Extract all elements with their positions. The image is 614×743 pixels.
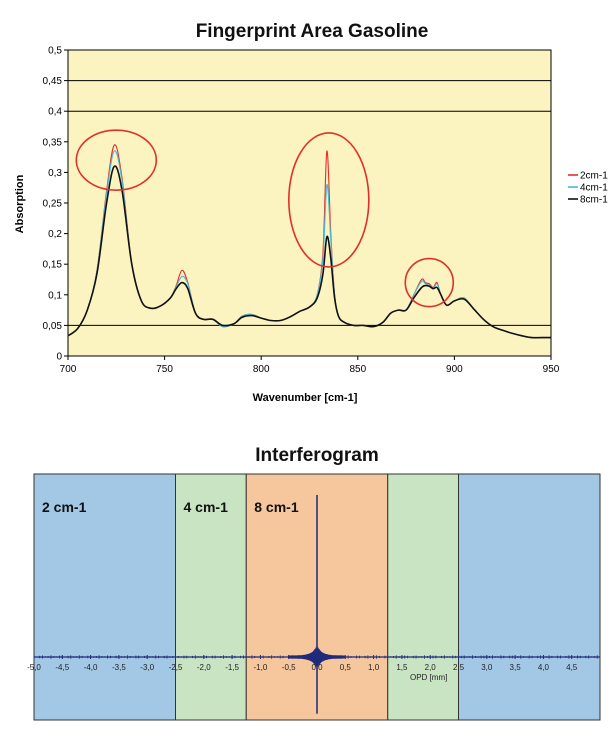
interferogram-x-tick-label: -0,5	[282, 663, 296, 672]
interferogram-x-tick-label: -1,5	[225, 663, 239, 672]
spectrum-y-tick-label: 0,35	[43, 137, 63, 148]
interferogram-x-tick-label: -3,0	[140, 663, 154, 672]
interferogram-x-tick-label: -3,5	[112, 663, 126, 672]
interferogram-x-tick-label: 3,5	[510, 663, 522, 672]
interferogram-band-label: 8 cm-1	[254, 499, 299, 515]
spectrum-y-tick-label: 0,3	[48, 168, 62, 179]
interferogram-x-tick-label: 2,0	[425, 663, 437, 672]
spectrum-y-tick-label: 0,4	[48, 107, 62, 118]
spectrum-y-ticks: 0 0,05 0,1 0,15 0,2 0,25 0,3 0,35 0,4 0,45 0,5	[43, 46, 68, 363]
interferogram-x-tick-label: -4,5	[55, 663, 69, 672]
spectrum-x-tick-label: 850	[349, 364, 366, 375]
spectrum-x-tick-label: 800	[253, 364, 270, 375]
spectrum-highlight-circle	[288, 132, 370, 268]
spectrum-x-tick-label: 750	[156, 364, 173, 375]
interferogram-x-tick-label: -5,0	[27, 663, 41, 672]
spectrum-series	[67, 144, 551, 339]
interferogram-x-tick-label: 1,0	[368, 663, 380, 672]
spectrum-x-tick-label: 700	[60, 364, 77, 375]
interferogram-noise	[36, 655, 598, 659]
interferogram-x-tick-label: -4,0	[84, 663, 98, 672]
spectrum-x-tick-label: 900	[446, 364, 463, 375]
spectrum-y-tick-label: 0	[56, 352, 62, 363]
interferogram-x-tick-label: 2,5	[453, 663, 465, 672]
interferogram-band	[33, 473, 176, 721]
interferogram-band-label: 4 cm-1	[184, 499, 229, 515]
interferogram-x-tick-label: 0,5	[340, 663, 352, 672]
interferogram-bands: 2 cm-1 4 cm-1 8 cm-1	[33, 473, 601, 721]
interferogram-band-label: 2 cm-1	[42, 499, 87, 515]
spectrum-highlight-circle	[75, 129, 158, 191]
interferogram-chart: Interferogram 2 cm-1 4 cm-1 8 cm-1 -5,0 -4,…	[27, 445, 601, 721]
spectrum-y-tick-label: 0,1	[48, 290, 62, 301]
interferogram-title: Interferogram	[255, 445, 379, 466]
interferogram-x-tick-label: 1,5	[396, 663, 408, 672]
interferogram-x-tick-label: 4,0	[538, 663, 550, 672]
spectrum-highlight-circle	[404, 257, 455, 308]
interferogram-x-tick-label: 3,0	[481, 663, 493, 672]
interferogram-band	[387, 473, 459, 721]
spectrum-title: Fingerprint Area Gasoline	[196, 21, 429, 42]
spectrum-y-axis-label: Absorption	[14, 174, 26, 233]
interferogram-x-axis-label: OPD [mm]	[410, 673, 447, 682]
spectrum-x-tick-label: 950	[543, 364, 560, 375]
spectrum-y-tick-label: 0,25	[43, 199, 63, 210]
spectrum-y-tick-label: 0,5	[48, 46, 62, 57]
spectrum-chart: Fingerprint Area Gasoline 0 0,05 0,1 0,15 0,…	[14, 21, 608, 404]
spectrum-gridlines	[68, 80, 551, 326]
interferogram-band	[458, 473, 601, 721]
interferogram-x-tick-label: -2,0	[197, 663, 211, 672]
spectrum-y-tick-label: 0,45	[43, 76, 63, 87]
interferogram-x-ticks: -5,0 -4,5 -4,0 -3,5 -3,0 -2,5 -2,0 -1,5 -1,0 -0,5…	[27, 655, 578, 672]
interferogram-band	[175, 473, 247, 721]
spectrum-x-ticks: 700 750 800 850 900 950	[60, 356, 560, 375]
spectrum-highlight-circles	[75, 129, 455, 308]
spectrum-y-tick-label: 0,05	[43, 321, 63, 332]
spectrum-y-tick-label: 0,15	[43, 260, 63, 271]
spectrum-plot-area	[67, 49, 552, 357]
spectrum-series-line-8cm-1	[67, 165, 551, 339]
legend-label: 8cm-1	[580, 195, 608, 206]
interferogram-x-tick-label: 4,5	[566, 663, 578, 672]
spectrum-y-tick-label: 0,2	[48, 229, 62, 240]
interferogram-x-tick-label: -2,5	[169, 663, 183, 672]
spectrum-x-axis-label: Wavenumber [cm-1]	[253, 392, 358, 404]
interferogram-x-tick-label: -1,0	[254, 663, 268, 672]
interferogram-x-tick-label: 0,0	[311, 663, 323, 672]
legend-label: 2cm-1	[580, 171, 608, 182]
legend-label: 4cm-1	[580, 183, 608, 194]
